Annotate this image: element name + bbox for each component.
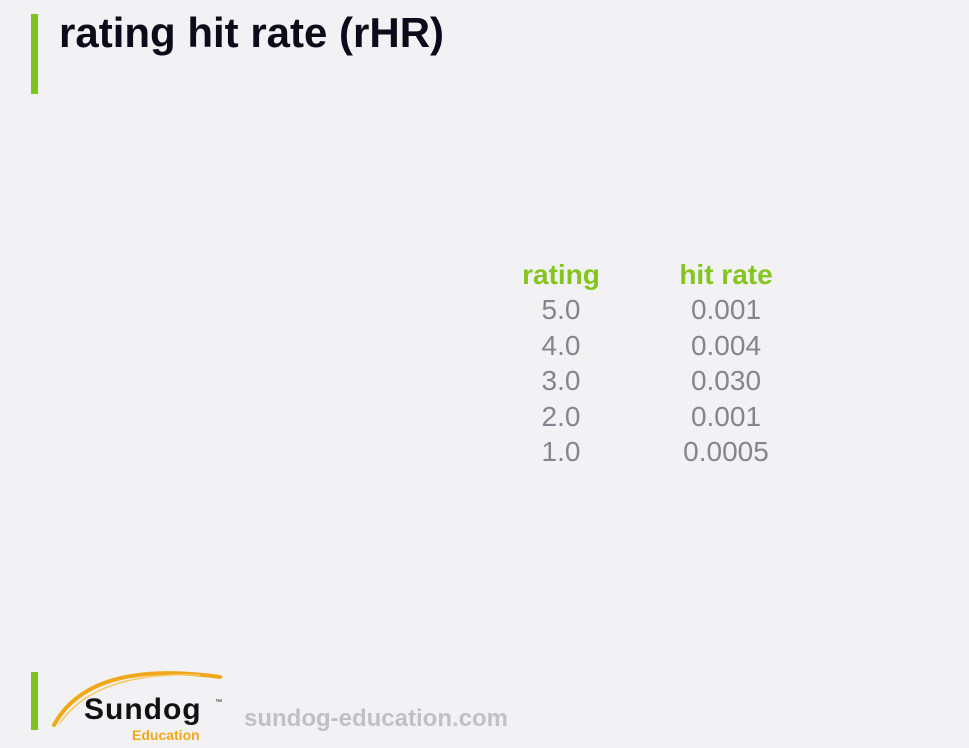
- column-header-hit-rate: hit rate: [679, 259, 773, 290]
- table-row: 2.0 0.001: [500, 399, 830, 435]
- hit-rate-cell: 0.001: [690, 400, 762, 432]
- table-row: 5.0 0.001: [500, 292, 830, 328]
- column-header-rating: rating: [522, 259, 600, 290]
- rating-hit-rate-table: rating hit rate 5.0 0.001 4.0 0.004 3.0 …: [500, 258, 830, 470]
- hit-rate-cell: 0.004: [690, 329, 762, 361]
- sundog-logo: Sundog ™ Education: [50, 655, 230, 745]
- rating-cell: 3.0: [541, 365, 581, 396]
- rating-cell: 1.0: [541, 436, 581, 467]
- table-row: 4.0 0.004: [500, 328, 830, 364]
- rating-cell: 4.0: [541, 329, 581, 361]
- footer-accent-bar: [31, 672, 38, 730]
- slide-title: rating hit rate (rHR): [59, 9, 445, 56]
- table-row: 1.0 0.0005: [500, 434, 830, 470]
- hit-rate-cell: 0.001: [690, 294, 762, 325]
- logo-wordmark: Sundog: [84, 693, 202, 726]
- title-accent-bar: [31, 14, 38, 94]
- hit-rate-cell: 0.0005: [683, 436, 769, 467]
- table-header-row: rating hit rate: [500, 258, 830, 292]
- site-url: sundog-education.com: [244, 705, 508, 732]
- logo-subtitle: Education: [132, 727, 200, 743]
- table-row: 3.0 0.030: [500, 363, 830, 399]
- logo-trademark: ™: [215, 699, 222, 706]
- hit-rate-cell: 0.030: [690, 365, 762, 396]
- rating-cell: 2.0: [541, 400, 581, 432]
- rating-cell: 5.0: [541, 294, 581, 325]
- logo-swoosh-icon: [52, 671, 222, 727]
